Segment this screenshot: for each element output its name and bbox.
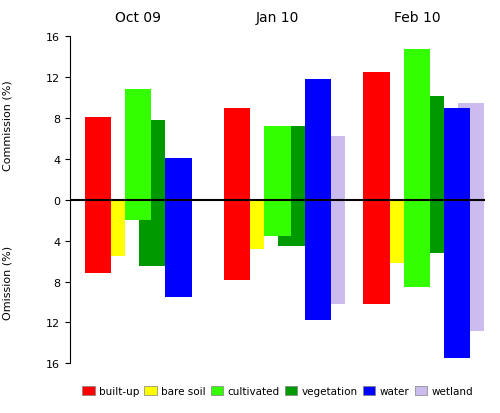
Bar xyxy=(139,200,165,266)
Bar xyxy=(224,109,250,200)
Bar xyxy=(125,90,152,200)
Bar xyxy=(304,80,331,200)
Bar xyxy=(418,96,444,200)
Bar xyxy=(238,200,264,249)
Bar xyxy=(139,121,165,200)
Bar xyxy=(458,200,484,331)
Bar xyxy=(404,50,430,200)
Bar xyxy=(378,200,404,263)
Bar xyxy=(318,137,345,200)
Bar xyxy=(364,73,390,200)
Bar xyxy=(444,109,470,200)
Text: Commission (%): Commission (%) xyxy=(2,80,13,171)
Text: Jan 10: Jan 10 xyxy=(256,11,299,25)
Bar xyxy=(278,127,304,200)
Bar xyxy=(418,200,444,253)
Text: Omission (%): Omission (%) xyxy=(2,245,13,319)
Bar xyxy=(458,103,484,200)
Bar xyxy=(84,200,111,274)
Bar xyxy=(125,200,152,221)
Bar xyxy=(84,118,111,200)
Bar xyxy=(224,200,250,280)
Bar xyxy=(165,200,192,297)
Bar xyxy=(278,200,304,246)
Text: Oct 09: Oct 09 xyxy=(115,11,161,25)
Bar xyxy=(404,200,430,287)
Bar xyxy=(165,159,192,200)
Text: Feb 10: Feb 10 xyxy=(394,11,440,25)
Bar xyxy=(444,200,470,358)
Bar xyxy=(318,200,345,304)
Bar xyxy=(364,200,390,304)
Bar xyxy=(264,127,290,200)
Bar xyxy=(304,200,331,320)
Bar xyxy=(264,200,290,236)
Legend: built-up, bare soil, cultivated, vegetation, water, wetland: built-up, bare soil, cultivated, vegetat… xyxy=(78,382,477,400)
Bar xyxy=(98,200,125,256)
